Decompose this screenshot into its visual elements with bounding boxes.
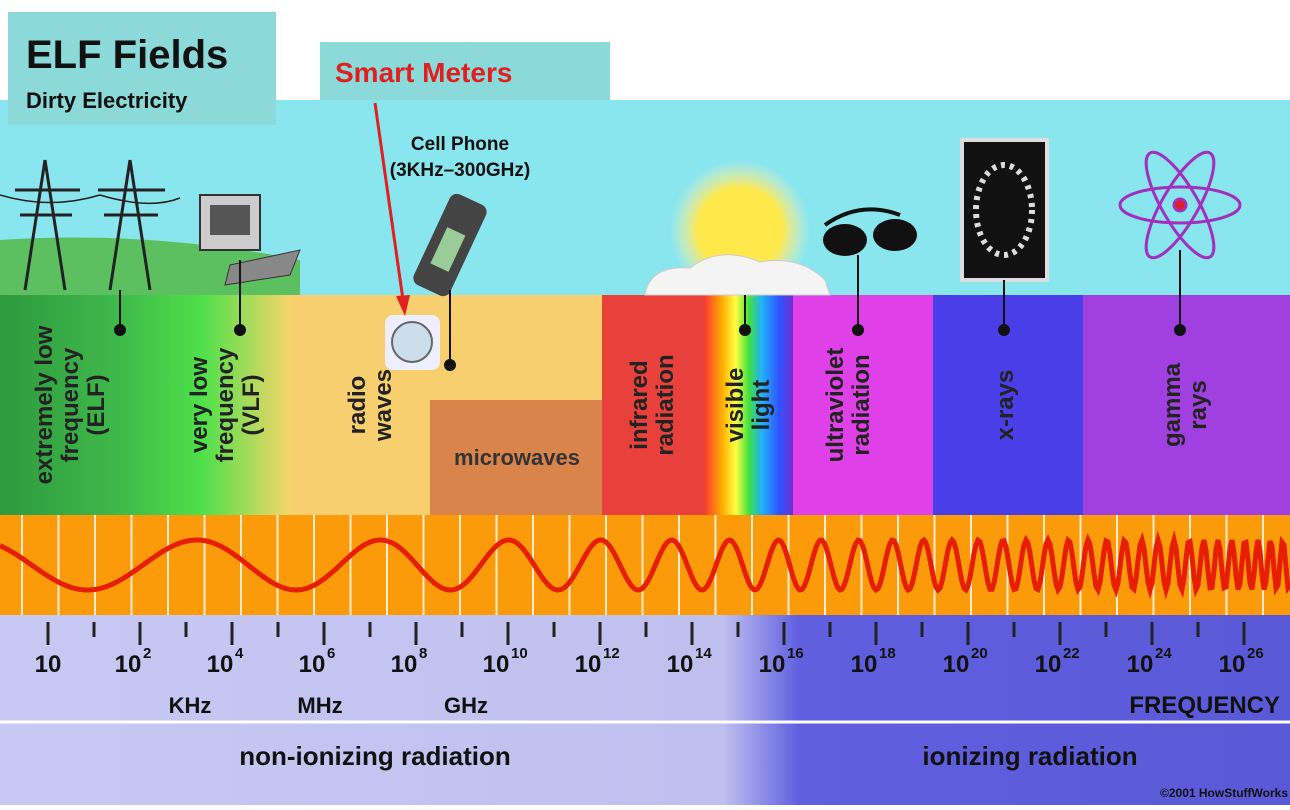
band-label: waves — [370, 369, 397, 442]
band-label: (ELF) — [83, 374, 110, 435]
frequency-label: 10 — [1127, 651, 1154, 678]
xray — [962, 140, 1047, 280]
frequency-exponent: 12 — [603, 645, 620, 662]
frequency-exponent: 4 — [235, 645, 244, 662]
frequency-exponent: 10 — [511, 645, 528, 662]
band-label: visible — [722, 368, 749, 443]
band-label: radiation — [848, 354, 875, 455]
band-label: x-rays — [992, 370, 1019, 441]
frequency-label: 10 — [115, 651, 142, 678]
axis-label: FREQUENCY — [1129, 692, 1280, 719]
unit-label: KHz — [169, 693, 212, 718]
spectrum-diagram: ELF Fields Dirty Electricity Smart Meter… — [0, 0, 1290, 805]
frequency-label: 10 — [483, 651, 510, 678]
frequency-exponent: 22 — [1063, 645, 1080, 662]
cell-phone-range: (3KHz–300GHz) — [390, 160, 530, 181]
frequency-label: 10 — [1219, 651, 1246, 678]
band-label: microwaves — [454, 445, 580, 470]
callout-subtitle: Dirty Electricity — [26, 88, 188, 113]
frequency-label: 10 — [851, 651, 878, 678]
band-label: ultraviolet — [822, 348, 849, 463]
band-label: rays — [1185, 380, 1212, 429]
frequency-exponent: 20 — [971, 645, 988, 662]
frequency-label: 10 — [667, 651, 694, 678]
band-label: frequency — [57, 347, 84, 462]
frequency-label: 10 — [943, 651, 970, 678]
band-label: gamma — [1159, 362, 1186, 447]
frequency-label: 10 — [759, 651, 786, 678]
band-label: radio — [344, 376, 371, 435]
frequency-label: 10 — [299, 651, 326, 678]
frequency-exponent: 16 — [787, 645, 804, 662]
smart-meter — [385, 315, 440, 370]
band-label: frequency — [212, 347, 239, 462]
band-label: infrared — [626, 360, 653, 449]
frequency-exponent: 18 — [879, 645, 896, 662]
frequency-exponent: 2 — [143, 645, 151, 662]
cell-phone: Cell Phone — [411, 134, 509, 155]
region-label: ionizing radiation — [922, 741, 1137, 771]
band-label: extremely low — [31, 325, 58, 484]
frequency-label: 10 — [207, 651, 234, 678]
unit-label: MHz — [297, 693, 342, 718]
band-label: radiation — [652, 354, 679, 455]
band-label: very low — [186, 357, 213, 453]
frequency-exponent: 24 — [1155, 645, 1172, 662]
band-label: light — [748, 380, 775, 431]
frequency-exponent: 6 — [327, 645, 335, 662]
callout-title: ELF Fields — [26, 33, 228, 77]
unit-label: GHz — [444, 693, 488, 718]
frequency-exponent: 26 — [1247, 645, 1264, 662]
frequency-label: 10 — [391, 651, 418, 678]
frequency-exponent: 14 — [695, 645, 712, 662]
region-label: non-ionizing radiation — [239, 741, 511, 771]
frequency-label: 10 — [35, 651, 62, 678]
smart-meters-label: Smart Meters — [335, 57, 512, 88]
frequency-exponent: 8 — [419, 645, 427, 662]
wave-band — [0, 515, 1290, 615]
frequency-label: 10 — [575, 651, 602, 678]
band-label: (VLF) — [238, 374, 265, 435]
credit: ©2001 HowStuffWorks — [1160, 786, 1288, 800]
frequency-label: 10 — [1035, 651, 1062, 678]
